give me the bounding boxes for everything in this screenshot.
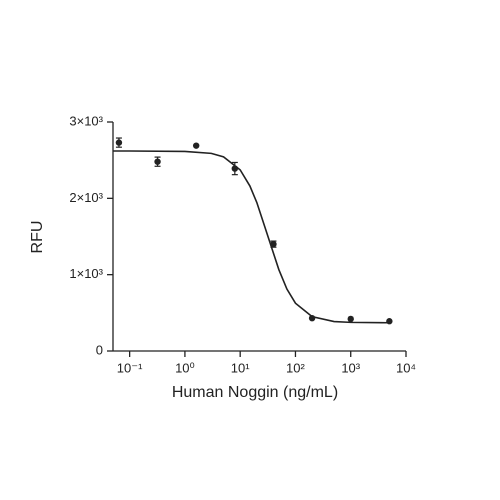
y-tick-label: 2×10³ bbox=[69, 190, 103, 205]
data-point bbox=[386, 318, 393, 325]
y-tick-label: 0 bbox=[96, 342, 103, 357]
x-axis-title: Human Noggin (ng/mL) bbox=[172, 384, 338, 401]
data-point bbox=[270, 240, 277, 248]
data-point bbox=[115, 139, 123, 146]
y-axis-title: RFU bbox=[29, 221, 46, 254]
data-point bbox=[154, 158, 161, 165]
x-tick-label: 10¹ bbox=[231, 360, 250, 375]
y-tick-label: 1×10³ bbox=[69, 266, 103, 281]
x-tick-label: 10⁰ bbox=[175, 360, 195, 375]
data-point bbox=[192, 142, 200, 149]
x-tick-label: 10³ bbox=[341, 360, 360, 375]
x-tick-label: 10⁻¹ bbox=[117, 360, 143, 375]
data-point bbox=[308, 314, 316, 322]
data-point bbox=[231, 165, 239, 172]
x-tick-label: 10⁴ bbox=[396, 360, 416, 375]
x-tick-label: 10² bbox=[286, 360, 305, 375]
fit-curve bbox=[113, 150, 390, 324]
y-tick-label: 3×10³ bbox=[69, 113, 103, 128]
data-point bbox=[347, 315, 354, 323]
